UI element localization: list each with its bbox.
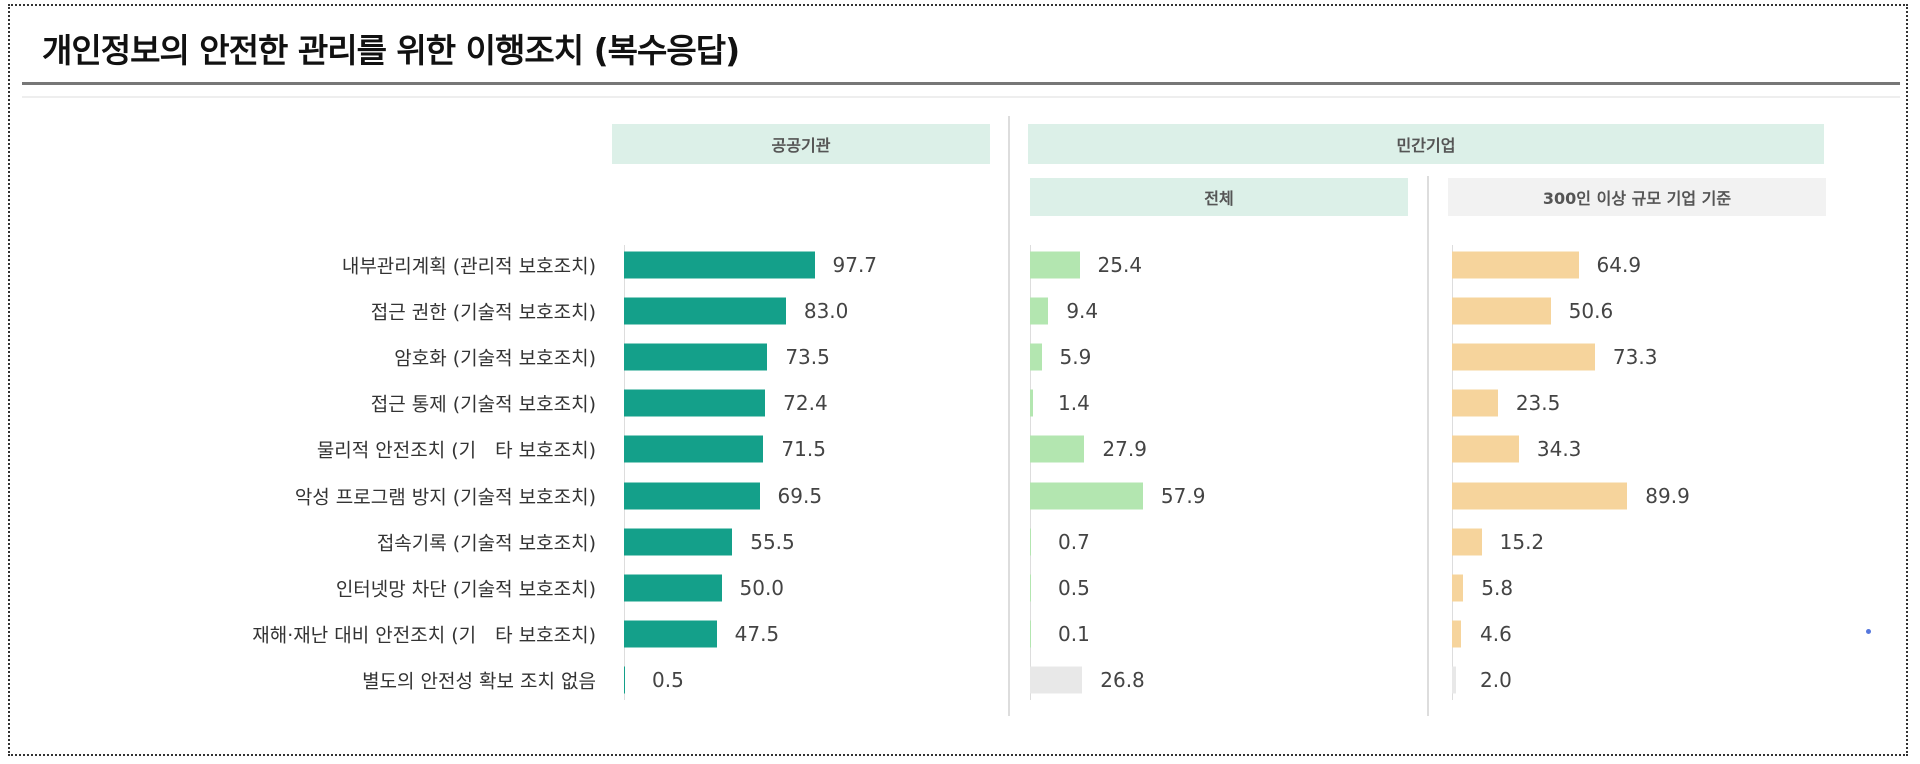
category-label: 재해·재난 대비 안전조치 (기 타 보호조치): [252, 624, 596, 647]
value-label: 83.0: [803, 299, 849, 324]
category-label: 물리적 안전조치 (기 타 보호조치): [316, 439, 596, 462]
chart-title: 개인정보의 안전한 관리를 위한 이행조치 (복수응답): [42, 31, 740, 70]
bar-public: [624, 528, 733, 556]
category-label: 접속기록 (기술적 보호조치): [376, 532, 596, 555]
value-label: 23.5: [1515, 391, 1561, 416]
category-label: 접근 권한 (기술적 보호조치): [370, 301, 596, 324]
bar-private-total: [1030, 666, 1083, 694]
value-label: 50.0: [739, 575, 785, 600]
value-label: 0.5: [1058, 575, 1090, 600]
value-label: 47.5: [734, 621, 780, 646]
value-label: 97.7: [832, 253, 878, 277]
value-label: 0.5: [652, 667, 684, 692]
marker-dot: [1866, 629, 1871, 634]
axis-line: [1030, 245, 1031, 700]
value-label: 9.4: [1066, 299, 1099, 324]
value-label: 72.4: [783, 391, 828, 416]
value-label: 73.5: [785, 345, 830, 370]
value-label: 0.7: [1058, 529, 1090, 554]
value-label: 5.9: [1059, 345, 1092, 370]
category-label: 인터넷망 차단 (기술적 보호조치): [335, 578, 596, 601]
bar-private-large: [1452, 620, 1461, 648]
bar-private-large: [1452, 482, 1628, 509]
bar-private-total: [1030, 389, 1033, 417]
bar-public: [624, 389, 766, 417]
divider-total-large: [1427, 176, 1429, 716]
bar-private-large: [1452, 435, 1519, 463]
bar-private-large: [1452, 389, 1498, 417]
bar-private-total: [1030, 297, 1049, 325]
bar-private-total: [1030, 528, 1032, 556]
bar-private-total: [1030, 251, 1080, 279]
bar-public: [624, 297, 786, 325]
value-label: 25.4: [1097, 253, 1143, 277]
divider-public-private: [1008, 116, 1010, 716]
bar-private-large: [1452, 297, 1551, 325]
value-label: 69.5: [777, 483, 823, 508]
category-label: 별도의 안전성 확보 조치 없음: [362, 670, 596, 693]
value-label: 15.2: [1499, 529, 1545, 554]
bar-public: [624, 343, 768, 371]
value-label: 50.6: [1568, 299, 1614, 324]
bar-private-large: [1452, 666, 1456, 694]
bar-public: [624, 620, 717, 648]
axis-line: [1452, 245, 1453, 700]
bar-private-total: [1030, 620, 1031, 648]
bar-private-large: [1452, 343, 1595, 371]
bar-private-large: [1452, 528, 1482, 556]
value-label: 5.8: [1481, 575, 1514, 600]
value-label: 55.5: [750, 529, 795, 554]
value-label: 4.6: [1480, 621, 1512, 646]
value-label: 27.9: [1102, 437, 1147, 462]
axis-line: [624, 245, 625, 700]
bar-public: [624, 574, 722, 602]
header-public: 공공기관: [612, 124, 990, 164]
value-label: 57.9: [1160, 483, 1206, 508]
category-label: 내부관리계획 (관리적 보호조치): [341, 255, 596, 278]
value-label: 26.8: [1100, 667, 1145, 692]
header-private: 민간기업: [1028, 124, 1824, 164]
bar-private-total: [1030, 574, 1031, 602]
category-label: 암호화 (기술적 보호조치): [394, 347, 596, 370]
bar-private-total: [1030, 482, 1143, 509]
bar-private-large: [1452, 574, 1464, 602]
value-label: 0.1: [1058, 621, 1090, 646]
bar-private-large: [1452, 251, 1579, 279]
value-label: 64.9: [1596, 253, 1642, 277]
value-label: 2.0: [1480, 667, 1512, 692]
chart-frame: [8, 4, 1908, 756]
bar-private-total: [1030, 343, 1042, 371]
value-label: 73.3: [1612, 345, 1658, 370]
value-label: 71.5: [781, 437, 826, 462]
header-private-large: 300인 이상 규모 기업 기준: [1448, 178, 1826, 216]
header-private-total: 전체: [1030, 178, 1408, 216]
value-label: 89.9: [1645, 483, 1690, 508]
value-label: 34.3: [1536, 437, 1582, 462]
bar-public: [624, 251, 815, 279]
bar-private-total: [1030, 435, 1085, 463]
title-underline-light: [22, 96, 1900, 98]
title-underline: [22, 82, 1900, 85]
bar-public: [624, 435, 764, 463]
bar-public: [624, 482, 760, 509]
value-label: 1.4: [1058, 391, 1090, 416]
category-label: 접근 통제 (기술적 보호조치): [370, 393, 596, 416]
bar-public: [624, 666, 625, 694]
category-label: 악성 프로그램 방지 (기술적 보호조치): [294, 486, 596, 508]
